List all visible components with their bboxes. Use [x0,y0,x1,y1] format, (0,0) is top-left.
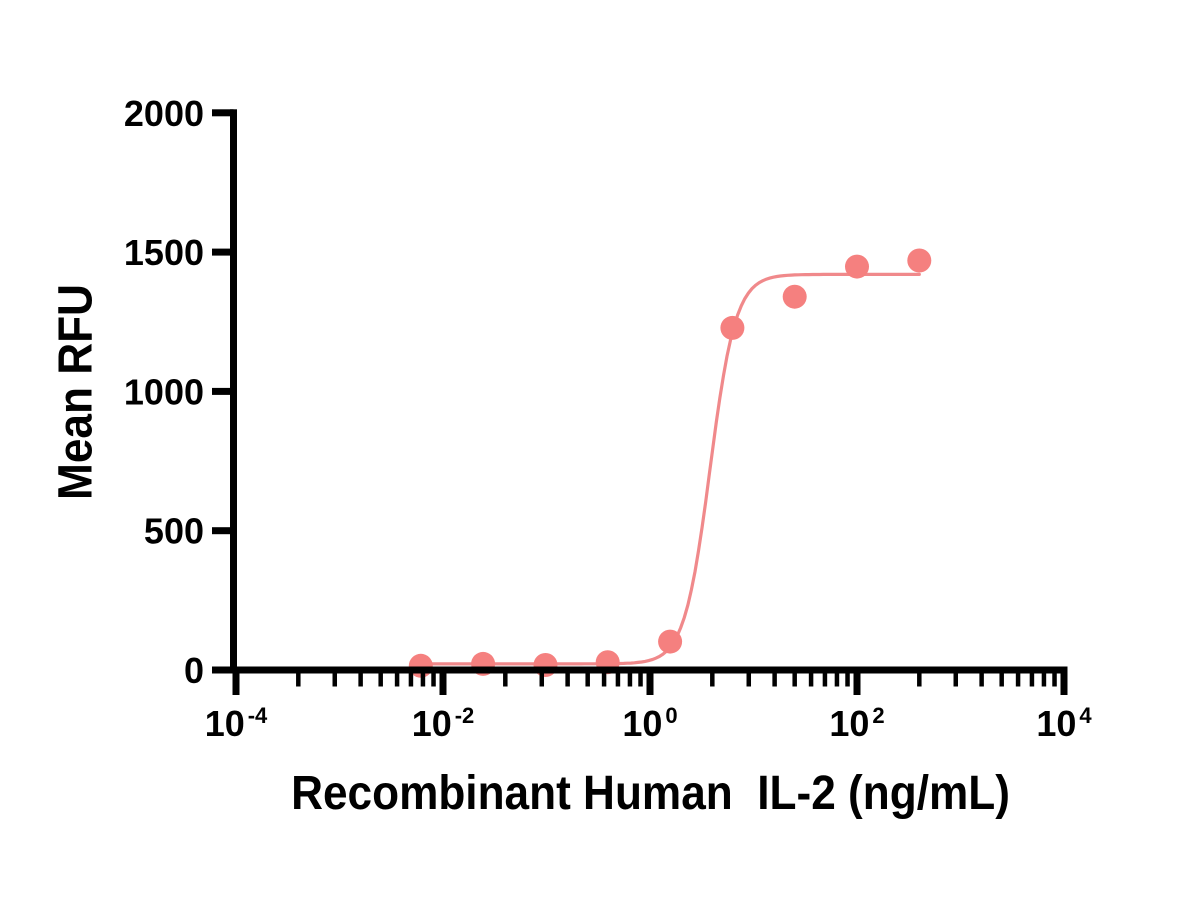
data-point [907,248,932,273]
x-major-tick [646,666,654,695]
y-tick-label: 1000 [124,371,204,412]
x-minor-tick [296,666,301,687]
x-tick-label: 10 -4 [205,703,268,744]
y-tick [212,387,234,395]
x-minor-tick [710,666,715,687]
x-minor-tick [1041,666,1047,687]
x-tick-label: 10 0 [622,703,677,744]
x-minor-tick [431,666,436,687]
x-minor-tick [394,666,400,687]
x-minor-tick [822,666,828,687]
x-minor-tick [638,666,643,687]
y-tick-label: 2000 [124,93,204,134]
x-minor-tick [953,666,959,687]
x-major-tick [853,666,861,695]
x-minor-tick [585,666,590,687]
x-minor-tick [408,666,414,687]
x-minor-tick [420,666,426,687]
x-minor-tick [834,666,840,687]
x-major-tick [232,666,240,695]
x-minor-tick [332,666,338,687]
x-minor-tick [1029,666,1035,687]
x-minor-tick [772,666,777,687]
x-minor-tick [845,666,850,687]
axes-layer [212,109,1068,695]
x-minor-tick [615,666,621,687]
x-minor-tick [1015,666,1021,687]
x-axis-title: Recombinant Human IL-2 (ng/mL) [291,767,1010,820]
x-minor-tick [378,666,383,687]
x-minor-tick [792,666,797,687]
fitted-curve [419,272,921,666]
x-minor-tick [746,666,752,687]
x-minor-tick [1052,666,1057,687]
data-point [782,284,807,309]
y-axis-title: Mean RFU [49,284,103,500]
tick-labels-layer: 0 500 1000 1500 2000 10 -4 10 -2 10 0 10 2 10 4 [124,93,1092,744]
x-minor-tick [601,666,607,687]
x-tick-label: 10 -2 [412,703,475,744]
y-tick-label: 500 [144,511,204,552]
x-tick-label: 10 2 [829,703,884,744]
data-point [845,254,869,279]
x-minor-tick [999,666,1004,687]
data-point [658,629,683,654]
y-tick-label: 0 [184,650,204,691]
x-minor-tick [565,666,570,687]
x-minor-tick [808,666,814,687]
x-tick-label: 10 4 [1036,703,1092,744]
y-tick-label: 1500 [124,232,204,273]
x-minor-tick [503,666,508,687]
y-tick [212,109,234,117]
x-major-tick [1060,666,1068,695]
y-tick [212,666,234,674]
y-tick [212,527,234,535]
data-point [720,315,745,340]
x-minor-tick [917,666,922,687]
x-minor-tick [627,666,633,687]
x-major-tick [439,666,447,695]
x-minor-tick [358,666,363,687]
fitted-curve-layer [419,272,921,666]
y-tick [212,248,234,256]
data-points-layer [408,248,932,678]
x-minor-tick [539,666,545,687]
x-minor-tick [979,666,984,687]
